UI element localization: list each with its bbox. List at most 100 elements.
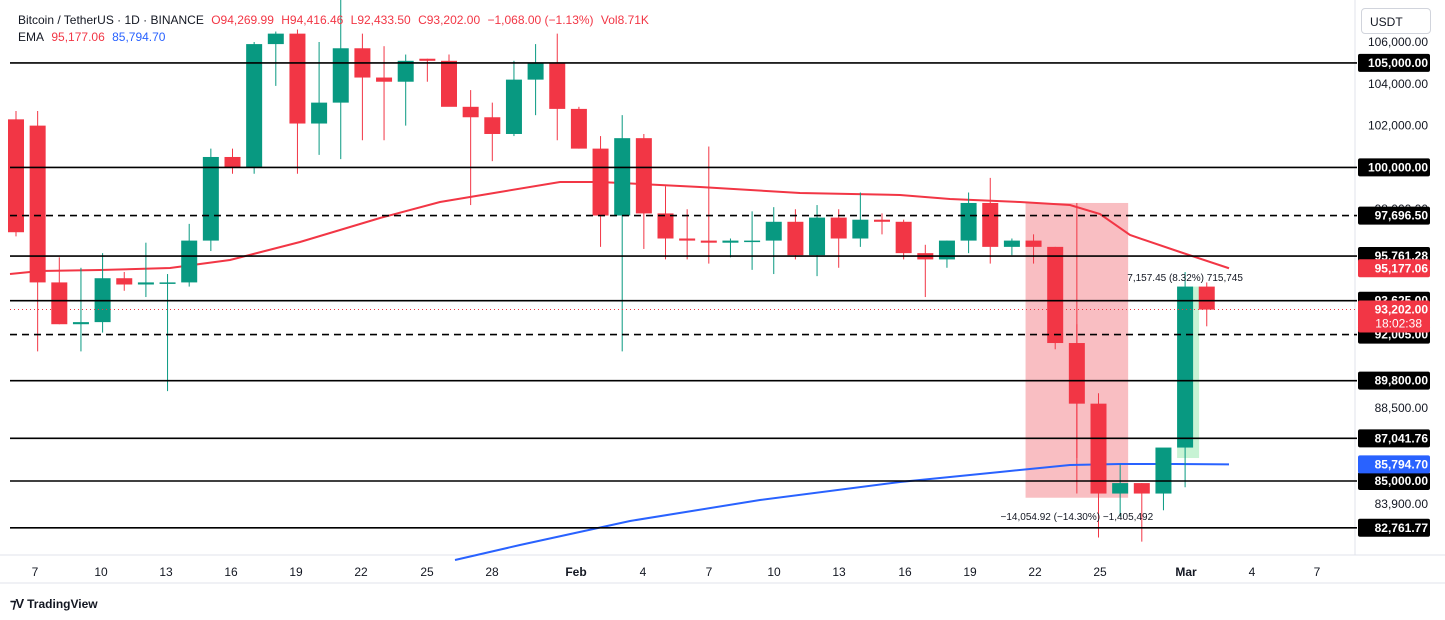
candle [137,242,154,298]
candle [570,106,587,149]
time-tick-label: 25 [1093,565,1107,579]
change-value: −1,068.00 (−1.13%) [487,13,594,27]
candle-body [289,33,306,124]
candle-body [700,240,717,243]
candle [181,223,198,287]
candle [1025,234,1042,264]
candle [202,148,219,252]
level-label: 100,000.00 [1368,160,1428,174]
candle-body [982,202,999,247]
low-value: L92,433.50 [350,13,411,27]
price-tag-box [1358,259,1430,278]
candle [592,136,609,247]
candle [527,44,544,116]
level-label-box [1358,206,1430,225]
candle-body [787,221,804,256]
candle [311,42,328,155]
candle [917,244,934,298]
time-tick-label: 28 [485,565,499,579]
candle-body [1047,246,1064,344]
candle [895,219,912,260]
candle-body [635,138,652,214]
level-label-box [1358,371,1430,390]
candle-body [960,202,977,241]
candle [1068,324,1085,459]
time-tick-label: 16 [898,565,912,579]
candle-body [419,58,436,61]
price-tick-label: 102,000.00 [1368,119,1428,133]
price-tick-label: 106,000.00 [1368,35,1428,49]
candle-body [809,217,826,256]
candle [1177,271,1194,488]
branding-label: TradingView [27,597,98,611]
price-tick-label: 104,000.00 [1368,77,1428,91]
candle-body [1155,447,1172,494]
candle-body [1025,240,1042,247]
price-tag-label: 85,794.70 [1375,457,1429,471]
time-tick-label: 13 [159,565,173,579]
candle [1090,393,1107,538]
ema-slow-line [454,463,1230,561]
candle [8,110,24,237]
candle [635,133,652,249]
price-tag-label: 95,177.06 [1375,261,1429,275]
candle [484,102,501,162]
candle [116,271,133,291]
candle [830,209,847,268]
close-value: C93,202.00 [418,13,481,27]
time-tick-label: 4 [640,565,647,579]
symbol-title[interactable]: Bitcoin / TetherUS · 1D · BINANCE [18,13,204,27]
candle [505,60,522,137]
ema-slow-value: 85,794.70 [112,30,166,44]
candle [332,0,349,160]
tradingview-branding[interactable]: ⁊V TradingView [10,596,98,612]
high-value: H94,416.46 [281,13,344,27]
time-tick-label: 16 [224,565,238,579]
candle-body [72,322,89,325]
candle-body [614,138,631,216]
level-label: 105,000.00 [1368,56,1428,70]
candle-body [1133,483,1150,494]
candle-body [527,62,544,80]
candle [1047,246,1064,350]
candle [1155,447,1172,511]
candle-body [462,106,479,118]
candle [397,54,414,126]
candle-body [116,278,133,285]
candle-body [246,44,263,168]
candle-body [895,221,912,254]
candle [94,253,111,333]
candle-body [51,282,68,325]
candle [614,115,631,352]
candle-body [830,217,847,239]
time-tick-label: 7 [706,565,713,579]
candle-body [311,102,328,124]
time-tick-label: 19 [289,565,303,579]
time-tick-label: 22 [1028,565,1042,579]
candle-body [744,240,761,243]
price-tag-box [1358,300,1430,333]
chart-legend: Bitcoin / TetherUS · 1D · BINANCE O94,26… [18,12,653,46]
candle [1112,464,1129,517]
currency-selector[interactable]: USDT [1361,8,1431,34]
candle-body [874,219,890,222]
price-tag-label: 93,202.00 [1375,303,1429,317]
candle-body [679,238,696,241]
ema-fast-value: 95,177.06 [51,30,105,44]
candle-body [852,219,869,239]
level-label-box [1358,472,1430,491]
ema-label[interactable]: EMA [18,30,45,44]
candle [51,257,68,325]
candle [1198,282,1215,327]
candle [29,110,46,352]
candle-body [181,240,198,283]
level-label: 82,761.77 [1375,521,1429,535]
candle-body [159,282,176,284]
candle-body [549,62,566,109]
candle [722,238,739,258]
level-label-box [1358,158,1430,177]
candle-body [722,240,739,243]
candle [549,33,566,141]
time-tick-label: 4 [1249,565,1256,579]
